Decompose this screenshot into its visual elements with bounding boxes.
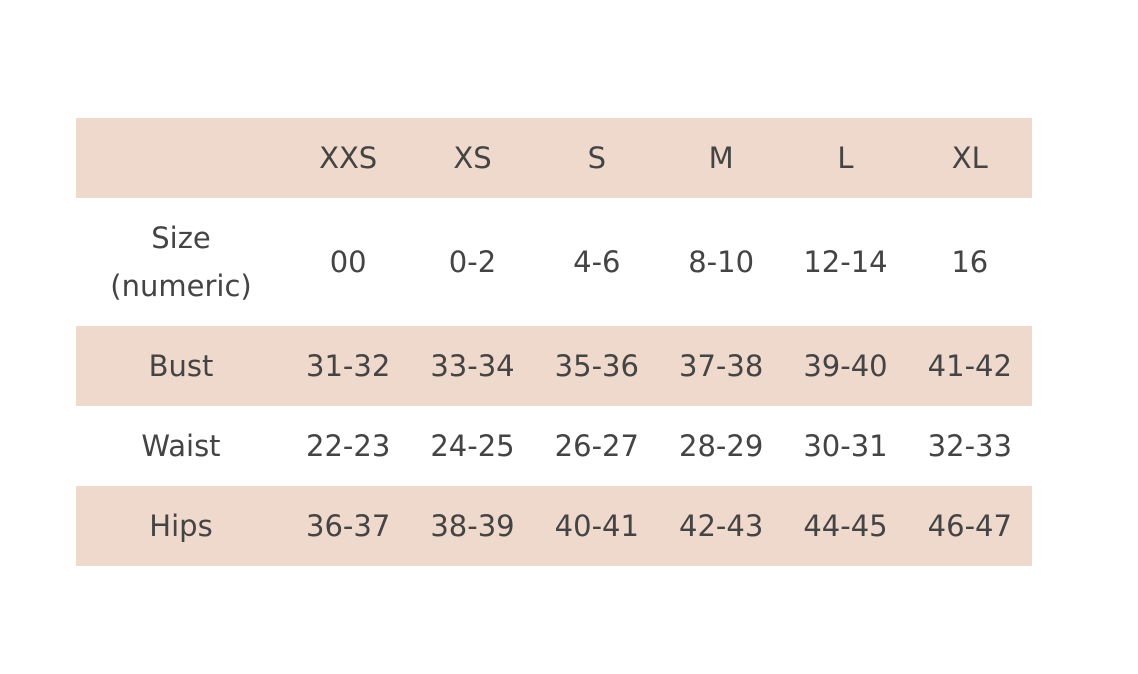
cell: 44-45 bbox=[783, 486, 908, 566]
cell: 28-29 bbox=[679, 429, 764, 463]
header-row: XXS XS S M L XL bbox=[76, 118, 1032, 198]
row-label: Bust bbox=[148, 349, 214, 383]
row: Size (numeric) 00 0-2 4-6 8-10 12-14 16 bbox=[76, 198, 1032, 326]
cell: 00 bbox=[329, 245, 367, 279]
row: Hips 36-37 38-39 40-41 42-43 44-45 46-47 bbox=[76, 486, 1032, 566]
cell: 37-38 bbox=[658, 326, 784, 406]
cell: 38-39 bbox=[410, 486, 535, 566]
cell: 35-36 bbox=[534, 326, 659, 406]
row: Waist 22-23 24-25 26-27 28-29 30-31 32-33 bbox=[76, 406, 1032, 486]
row-label: Size (numeric) bbox=[110, 221, 252, 303]
cell: 4-6 bbox=[573, 245, 621, 279]
column-header: L bbox=[783, 118, 908, 198]
cell: 46-47 bbox=[907, 486, 1032, 566]
row-label-cell: Bust bbox=[76, 326, 286, 406]
column-header: XS bbox=[410, 118, 535, 198]
cell: 41-42 bbox=[907, 326, 1032, 406]
row-label-cell: Size (numeric) bbox=[76, 198, 286, 326]
corner-cell bbox=[76, 118, 286, 198]
cell: 30-31 bbox=[803, 429, 888, 463]
row-label: Waist bbox=[141, 429, 221, 463]
cell: 24-25 bbox=[430, 429, 515, 463]
cell: 32-33 bbox=[927, 429, 1012, 463]
row-label-cell: Waist bbox=[76, 406, 286, 486]
column-header: M bbox=[658, 118, 784, 198]
row-label: Hips bbox=[149, 509, 213, 543]
cell: 8-10 bbox=[688, 245, 755, 279]
cell: 12-14 bbox=[803, 245, 888, 279]
column-header: XXS bbox=[286, 118, 411, 198]
cell: 0-2 bbox=[448, 245, 497, 279]
cell: 40-41 bbox=[534, 486, 659, 566]
size-table: XXS XS S M L XL Size (numeric) 00 0-2 4-6 8-10 12-1… bbox=[76, 118, 1032, 566]
row: Bust 31-32 33-34 35-36 37-38 39-40 41-42 bbox=[76, 326, 1032, 406]
cell: 36-37 bbox=[286, 486, 411, 566]
cell: 26-27 bbox=[554, 429, 639, 463]
column-header: XL bbox=[907, 118, 1032, 198]
table-body: XXS XS S M L XL Size (numeric) 00 0-2 4-6 8-10 12-1… bbox=[76, 118, 1032, 566]
cell: 39-40 bbox=[783, 326, 908, 406]
cell: 22-23 bbox=[306, 429, 391, 463]
column-header: S bbox=[534, 118, 659, 198]
row-label-cell: Hips bbox=[76, 486, 286, 566]
cell: 33-34 bbox=[410, 326, 535, 406]
cell: 31-32 bbox=[286, 326, 411, 406]
cell: 16 bbox=[951, 245, 989, 279]
cell: 42-43 bbox=[658, 486, 784, 566]
